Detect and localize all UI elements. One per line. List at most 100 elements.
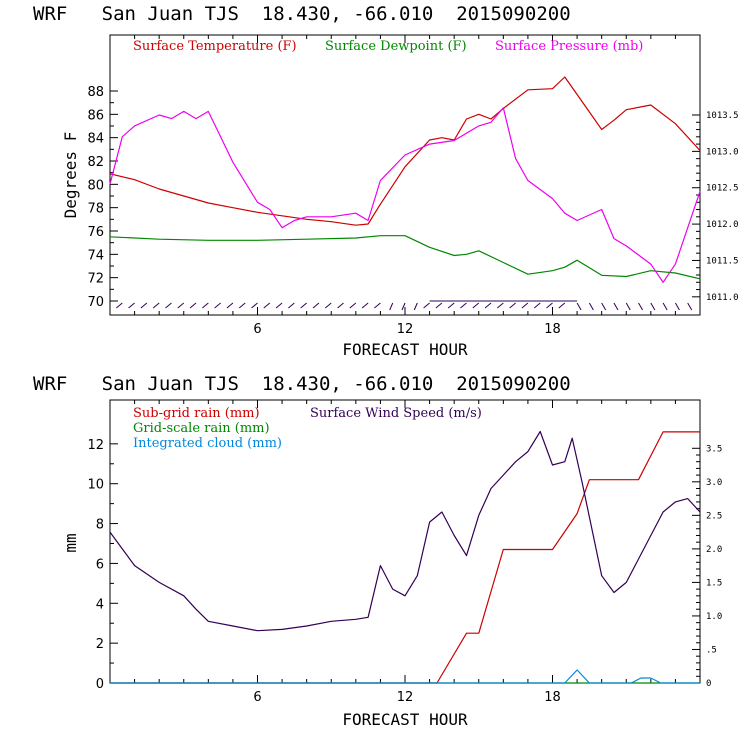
x-tick-label: 12 — [397, 690, 414, 705]
wind-barb — [189, 302, 197, 309]
y-tick-label: 4 — [96, 597, 104, 612]
x-tick-label: 6 — [253, 322, 261, 337]
y2-tick-label: 2.0 — [706, 545, 722, 555]
y2-tick-label: 1011.0 — [706, 293, 739, 303]
y-tick-label: 72 — [87, 272, 104, 287]
wind-barb — [650, 302, 656, 311]
wind-barb — [177, 302, 185, 309]
wind-barb — [312, 302, 320, 309]
wind-barb — [263, 302, 271, 309]
y2-tick-label: 0 — [706, 679, 711, 689]
y2-tick-label: 2.5 — [706, 511, 722, 521]
precipitation-panel: WRF San Juan TJS 18.430, -66.010 2015090… — [33, 373, 722, 729]
y2-tick-label: 3.0 — [706, 478, 722, 488]
y2-tick-label: 1.5 — [706, 578, 722, 588]
panel2-ylabel: mm — [61, 533, 80, 552]
x-tick-label: 18 — [544, 322, 561, 337]
wind-barb — [533, 302, 541, 309]
wind-barb — [601, 302, 607, 311]
wind-barb — [497, 302, 504, 309]
panel2-series — [109, 430, 701, 684]
y-tick-label: 76 — [87, 225, 104, 240]
wind-barb — [509, 302, 516, 309]
wind-barb — [613, 302, 619, 311]
wind-barb — [214, 302, 221, 309]
wind-barb — [558, 302, 566, 309]
wind-barb — [638, 302, 643, 311]
wind-barb — [447, 302, 455, 309]
wind-barb — [687, 302, 693, 311]
wind-barb — [460, 302, 467, 309]
y-tick-label: 86 — [87, 108, 104, 123]
y-tick-label: 80 — [87, 178, 104, 193]
y-tick-label: 8 — [96, 518, 104, 533]
y-tick-label: 82 — [87, 155, 104, 170]
wind-barb — [324, 302, 332, 309]
panel1-series — [109, 76, 701, 283]
wind-barb — [674, 302, 680, 311]
wind-barb — [300, 302, 307, 309]
wind-barb — [546, 302, 553, 309]
temperature-panel: WRF San Juan TJS 18.430, -66.010 2015090… — [33, 3, 739, 359]
wind-barb — [401, 302, 406, 311]
panel1-ylabel: Degrees F — [61, 132, 80, 219]
wind-barb — [202, 302, 209, 309]
legend-integrated-cloud: Integrated cloud (mm) — [133, 436, 282, 451]
y-tick-label: 78 — [87, 202, 104, 217]
wind-barb — [588, 302, 594, 311]
wind-barb — [484, 302, 492, 309]
y-tick-label: 70 — [87, 295, 104, 310]
legend-surface-pressure: Surface Pressure (mb) — [495, 39, 643, 54]
y-tick-label: 2 — [96, 637, 104, 652]
y-tick-label: 88 — [87, 85, 104, 100]
panel2-xlabel: FORECAST HOUR — [342, 710, 468, 729]
y2-tick-label: .5 — [706, 645, 717, 655]
legend-surface-wind-speed: Surface Wind Speed (m/s) — [310, 406, 482, 421]
wind-barb — [662, 302, 668, 311]
x-tick-label: 6 — [253, 690, 261, 705]
series-line-sub-grid-rain-mm — [110, 431, 700, 684]
panel1-title: WRF San Juan TJS 18.430, -66.010 2015090… — [33, 3, 571, 25]
panel1-frame — [109, 34, 701, 316]
panel2-axes: 6 12 18 0 2 4 6 8 10 12 0 .5 1.0 1.5 2.0 2.5 3.0 3.5 — [87, 400, 722, 705]
wind-barb — [576, 302, 582, 311]
wind-barb — [423, 302, 430, 309]
series-line-surface-dewpoint-f — [109, 235, 701, 280]
x-tick-label: 12 — [397, 322, 414, 337]
panel1-axes: 6 12 18 70 72 74 76 78 80 82 84 86 88 1011.0 1011.5 101… — [87, 35, 739, 337]
wind-barbs — [115, 300, 693, 311]
series-line-surface-pressure-mb — [109, 107, 701, 283]
wind-barb — [226, 302, 234, 309]
wind-barb — [152, 302, 160, 309]
wind-barb — [374, 302, 381, 309]
wind-barb — [472, 302, 480, 309]
legend-subgrid-rain: Sub-grid rain (mm) — [133, 406, 260, 421]
series-line-integrated-cloud-mm — [110, 669, 700, 684]
wind-barb — [140, 302, 148, 309]
wind-barb — [115, 302, 123, 309]
wind-barb — [275, 302, 283, 309]
y2-tick-label: 1013.0 — [706, 147, 739, 157]
wind-barb — [413, 302, 418, 311]
y2-tick-label: 1013.5 — [706, 111, 739, 121]
wind-barb — [251, 302, 258, 309]
series-line-surface-wind-speed-m-s — [109, 430, 701, 632]
legend-surface-dewpoint: Surface Dewpoint (F) — [325, 39, 467, 54]
y-tick-label: 12 — [87, 438, 104, 453]
wind-barb — [435, 302, 443, 309]
series-line-surface-temperature-f — [109, 76, 701, 226]
legend-grid-scale-rain: Grid-scale rain (mm) — [133, 421, 270, 436]
wind-barb — [128, 302, 135, 309]
y-tick-label: 10 — [87, 478, 104, 493]
y-tick-label: 84 — [87, 132, 104, 147]
y-tick-label: 6 — [96, 557, 104, 572]
wind-barb — [521, 302, 529, 309]
y2-tick-label: 1012.5 — [706, 184, 739, 194]
panel2-title: WRF San Juan TJS 18.430, -66.010 2015090… — [33, 373, 571, 395]
legend-surface-temperature: Surface Temperature (F) — [133, 39, 297, 54]
wind-barb — [238, 302, 246, 309]
y-tick-label: 0 — [96, 677, 104, 692]
wind-barb — [349, 302, 357, 309]
y2-tick-label: 1.0 — [706, 612, 722, 622]
